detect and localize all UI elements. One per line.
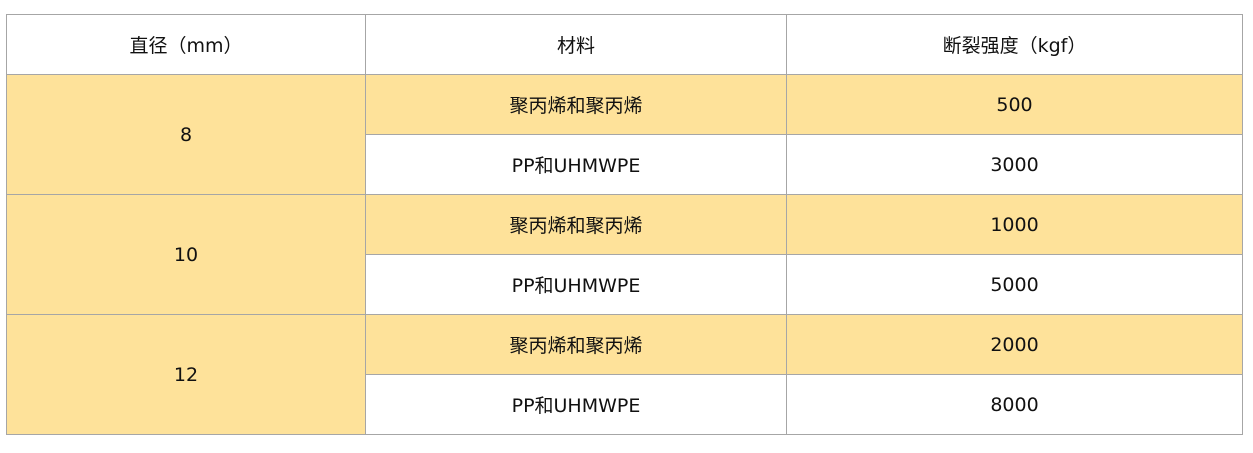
strength-cell: 500 — [786, 74, 1243, 135]
material-cell: 聚丙烯和聚丙烯 — [365, 194, 787, 255]
header-material: 材料 — [365, 14, 787, 75]
material-cell: PP和UHMWPE — [365, 254, 787, 315]
strength-cell: 8000 — [786, 374, 1243, 435]
strength-cell: 1000 — [786, 194, 1243, 255]
strength-cell: 5000 — [786, 254, 1243, 315]
material-cell: PP和UHMWPE — [365, 134, 787, 195]
strength-cell: 3000 — [786, 134, 1243, 195]
table-row: PP和UHMWPE 3000 — [7, 134, 1243, 195]
material-cell: 聚丙烯和聚丙烯 — [365, 314, 787, 375]
header-row: 直径（mm） 材料 断裂强度（kgf） — [6, 14, 1243, 75]
header-diameter: 直径（mm） — [6, 14, 366, 75]
material-cell: 聚丙烯和聚丙烯 — [365, 74, 787, 135]
material-cell: PP和UHMWPE — [365, 374, 787, 435]
diameter-cell: 8 — [6, 74, 366, 195]
table-row: PP和UHMWPE 8000 — [7, 374, 1243, 435]
table-row: 10 聚丙烯和聚丙烯 1000 — [6, 194, 1243, 315]
header-strength: 断裂强度（kgf） — [786, 14, 1243, 75]
table-row: 12 聚丙烯和聚丙烯 2000 — [6, 314, 1243, 435]
table-row: PP和UHMWPE 5000 — [7, 254, 1243, 315]
strength-table: 直径（mm） 材料 断裂强度（kgf） 8 聚丙烯和聚丙烯 500 PP和UHM… — [6, 14, 1243, 435]
diameter-cell: 10 — [6, 194, 366, 315]
strength-cell: 2000 — [786, 314, 1243, 375]
table-row: 8 聚丙烯和聚丙烯 500 — [6, 74, 1243, 195]
diameter-cell: 12 — [6, 314, 366, 435]
